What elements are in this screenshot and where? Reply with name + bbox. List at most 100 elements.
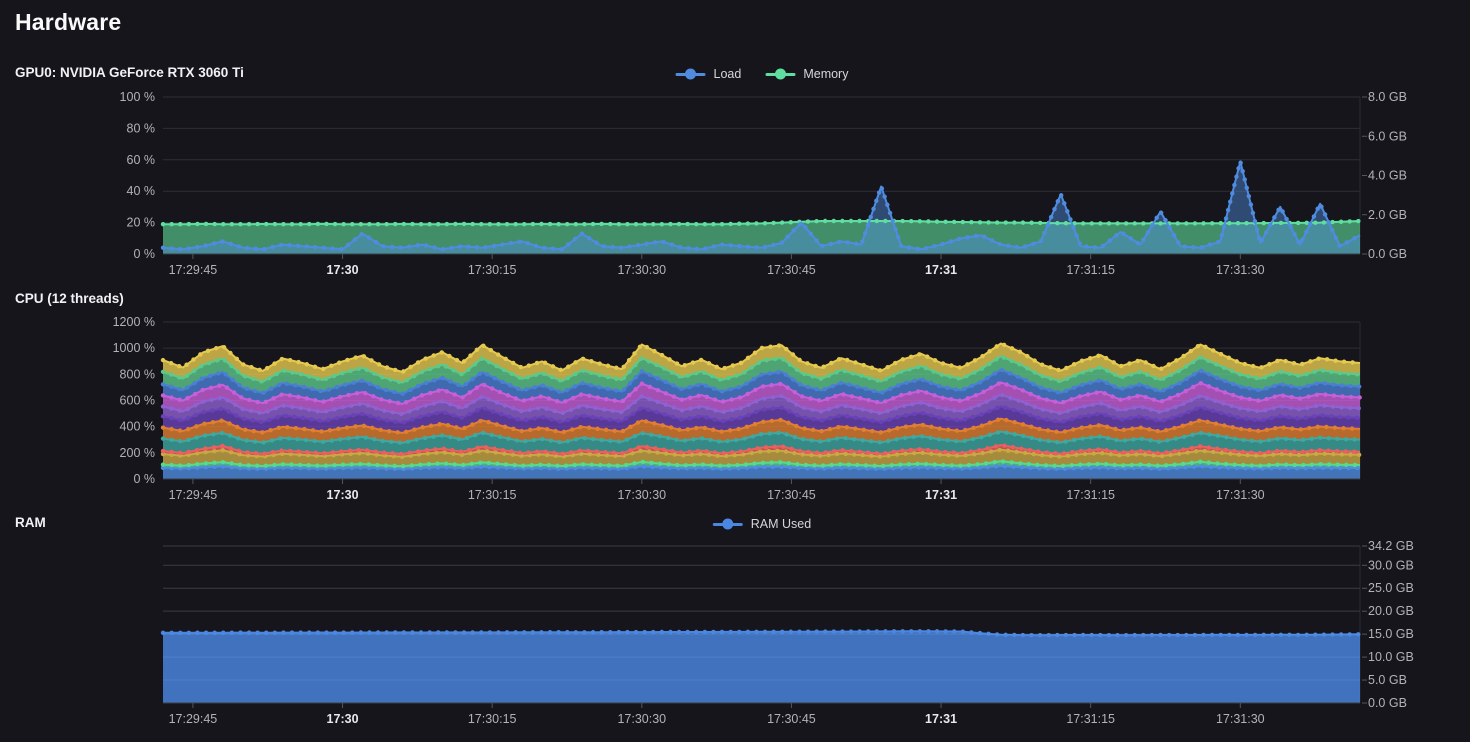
ram-used-legend-marker-icon <box>712 518 743 530</box>
cpu-y-tick-label: 200 % <box>120 446 155 460</box>
cpu-thread-6-area <box>163 418 1360 443</box>
cpu-threads-chart[interactable]: 17:29:45 17:30 17:30:15 17:30:30 17:30:45 17:… <box>0 313 1470 513</box>
cpu-x-tick-label: 17:31:30 <box>1216 488 1265 502</box>
cpu-thread-7-points <box>160 404 1363 425</box>
ram-legend: RAM Used <box>712 514 812 534</box>
ram-x-tick-label: 17:30:45 <box>767 712 816 726</box>
gpu-x-tick-label: 17:31:15 <box>1066 263 1115 277</box>
cpu-thread-9-points <box>160 379 1363 407</box>
gpu-y-tick-label: 100 % <box>120 90 155 104</box>
ram-x-tick-label: 17:30:15 <box>468 712 517 726</box>
gpu-y-tick-label: 60 % <box>127 153 156 167</box>
ram-axes: 17:29:45 17:30 17:30:15 17:30:30 17:30:45 17:… <box>163 539 1414 726</box>
cpu-thread-3-area <box>163 449 1360 467</box>
gpu-y-tick-label: 0.0 GB <box>1368 247 1407 261</box>
gpu-plot-area[interactable] <box>160 160 1363 254</box>
ram-x-tick-label: 17:31 <box>925 712 957 726</box>
gpu-x-tick-label: 17:30:15 <box>468 263 517 277</box>
legend-label-ram-used: RAM Used <box>750 517 812 531</box>
ram-chart-title: RAM <box>15 515 46 530</box>
cpu-x-tick-label: 17:30:30 <box>617 488 666 502</box>
ram-y-tick-label: 0.0 GB <box>1368 696 1407 710</box>
cpu-section-header: CPU (12 threads) <box>15 290 1455 310</box>
cpu-thread-7-area <box>163 406 1360 433</box>
ram-usage-chart[interactable]: 17:29:45 17:30 17:30:15 17:30:30 17:30:45 17:… <box>0 537 1470 737</box>
page-title: Hardware <box>15 9 122 35</box>
ram-x-tick-label: 17:31:30 <box>1216 712 1265 726</box>
cpu-y-tick-label: 800 % <box>120 367 155 381</box>
ram-grid-overlay <box>163 545 1360 681</box>
cpu-thread-2-points <box>160 458 1363 469</box>
gpu-y-tick-label: 2.0 GB <box>1368 208 1407 222</box>
gpu-x-tick-label: 17:29:45 <box>169 263 218 277</box>
ram-y-tick-label: 30.0 GB <box>1368 558 1414 572</box>
gpu-section-header: GPU0: NVIDIA GeForce RTX 3060 Ti Load Me… <box>15 64 1455 84</box>
ram-y-tick-label: 5.0 GB <box>1368 673 1407 687</box>
gpu-usage-chart[interactable]: 17:29:45 17:30 17:30:15 17:30:30 17:30:45 17:… <box>0 88 1470 288</box>
cpu-thread-4-line <box>162 444 1361 456</box>
gpu-legend: Load Memory <box>675 64 848 84</box>
ram-x-tick-label: 17:29:45 <box>169 712 218 726</box>
gpu-x-tick-label: 17:30:30 <box>617 263 666 277</box>
cpu-thread-11-line <box>162 355 1361 384</box>
gpu-load-area <box>163 161 1360 254</box>
cpu-thread-12-points <box>160 340 1363 375</box>
cpu-thread-8-points <box>160 392 1363 417</box>
legend-item-load[interactable]: Load <box>675 67 742 81</box>
gpu-memory-points <box>160 218 1363 227</box>
ram-x-tick-label: 17:30 <box>327 712 359 726</box>
gpu-load-points <box>160 160 1363 252</box>
gpu-x-tick-label: 17:30 <box>327 263 359 277</box>
gpu-y-tick-label: 80 % <box>127 121 156 135</box>
memory-legend-marker-icon <box>765 68 796 80</box>
cpu-x-tick-label: 17:30:15 <box>468 488 517 502</box>
cpu-thread-10-points <box>160 367 1363 397</box>
gpu-chart-title: GPU0: NVIDIA GeForce RTX 3060 Ti <box>15 65 244 80</box>
cpu-chart-title: CPU (12 threads) <box>15 291 124 306</box>
cpu-plot-area[interactable] <box>160 340 1363 480</box>
cpu-y-tick-label: 1200 % <box>113 315 155 329</box>
ram-x-tick-label: 17:31:15 <box>1066 712 1115 726</box>
cpu-thread-1-points <box>160 463 1363 472</box>
cpu-axes: 17:29:45 17:30 17:30:15 17:30:30 17:30:45 17:… <box>113 315 1360 502</box>
cpu-x-tick-label: 17:30 <box>327 488 359 502</box>
load-legend-marker-icon <box>675 68 706 80</box>
cpu-y-tick-label: 0 % <box>133 472 155 486</box>
ram-y-tick-label: 10.0 GB <box>1368 650 1414 664</box>
gpu-axes: 17:29:45 17:30 17:30:15 17:30:30 17:30:45 17:… <box>120 90 1407 277</box>
ram-x-tick-label: 17:30:30 <box>617 712 666 726</box>
legend-label-load: Load <box>713 67 742 81</box>
ram-plot-area[interactable] <box>160 629 1363 703</box>
gpu-x-tick-label: 17:31:30 <box>1216 263 1265 277</box>
legend-label-memory: Memory <box>803 67 849 81</box>
ram-y-tick-label: 20.0 GB <box>1368 604 1414 618</box>
gpu-y-tick-label: 40 % <box>127 184 156 198</box>
ram-y-tick-label: 25.0 GB <box>1368 581 1414 595</box>
cpu-y-tick-label: 1000 % <box>113 341 155 355</box>
cpu-thread-3-points <box>160 447 1363 460</box>
cpu-x-tick-label: 17:30:45 <box>767 488 816 502</box>
ram-section-header: RAM RAM Used <box>15 514 1455 534</box>
gpu-x-tick-label: 17:31 <box>925 263 957 277</box>
ram-y-tick-label: 15.0 GB <box>1368 627 1414 641</box>
cpu-y-tick-label: 400 % <box>120 420 155 434</box>
cpu-thread-6-points <box>160 416 1363 436</box>
cpu-thread-5-area <box>163 431 1360 455</box>
ram-y-tick-label: 34.2 GB <box>1368 539 1414 553</box>
legend-item-memory[interactable]: Memory <box>765 67 848 81</box>
gpu-y-tick-label: 6.0 GB <box>1368 129 1407 143</box>
cpu-thread-5-points <box>160 429 1363 446</box>
ram-ram-used-area <box>163 631 1360 703</box>
legend-item-ram-used[interactable]: RAM Used <box>712 517 812 531</box>
gpu-y-tick-label: 20 % <box>127 216 156 230</box>
gpu-x-tick-label: 17:30:45 <box>767 263 816 277</box>
cpu-x-tick-label: 17:29:45 <box>169 488 218 502</box>
cpu-x-tick-label: 17:31:15 <box>1066 488 1115 502</box>
cpu-y-tick-label: 600 % <box>120 394 155 408</box>
cpu-x-tick-label: 17:31 <box>925 488 957 502</box>
cpu-thread-11-area <box>163 356 1360 394</box>
gpu-y-tick-label: 4.0 GB <box>1368 169 1407 183</box>
gpu-y-tick-label: 0 % <box>133 247 155 261</box>
ram-ram-used-points <box>160 629 1363 638</box>
gpu-y-tick-label: 8.0 GB <box>1368 90 1407 104</box>
